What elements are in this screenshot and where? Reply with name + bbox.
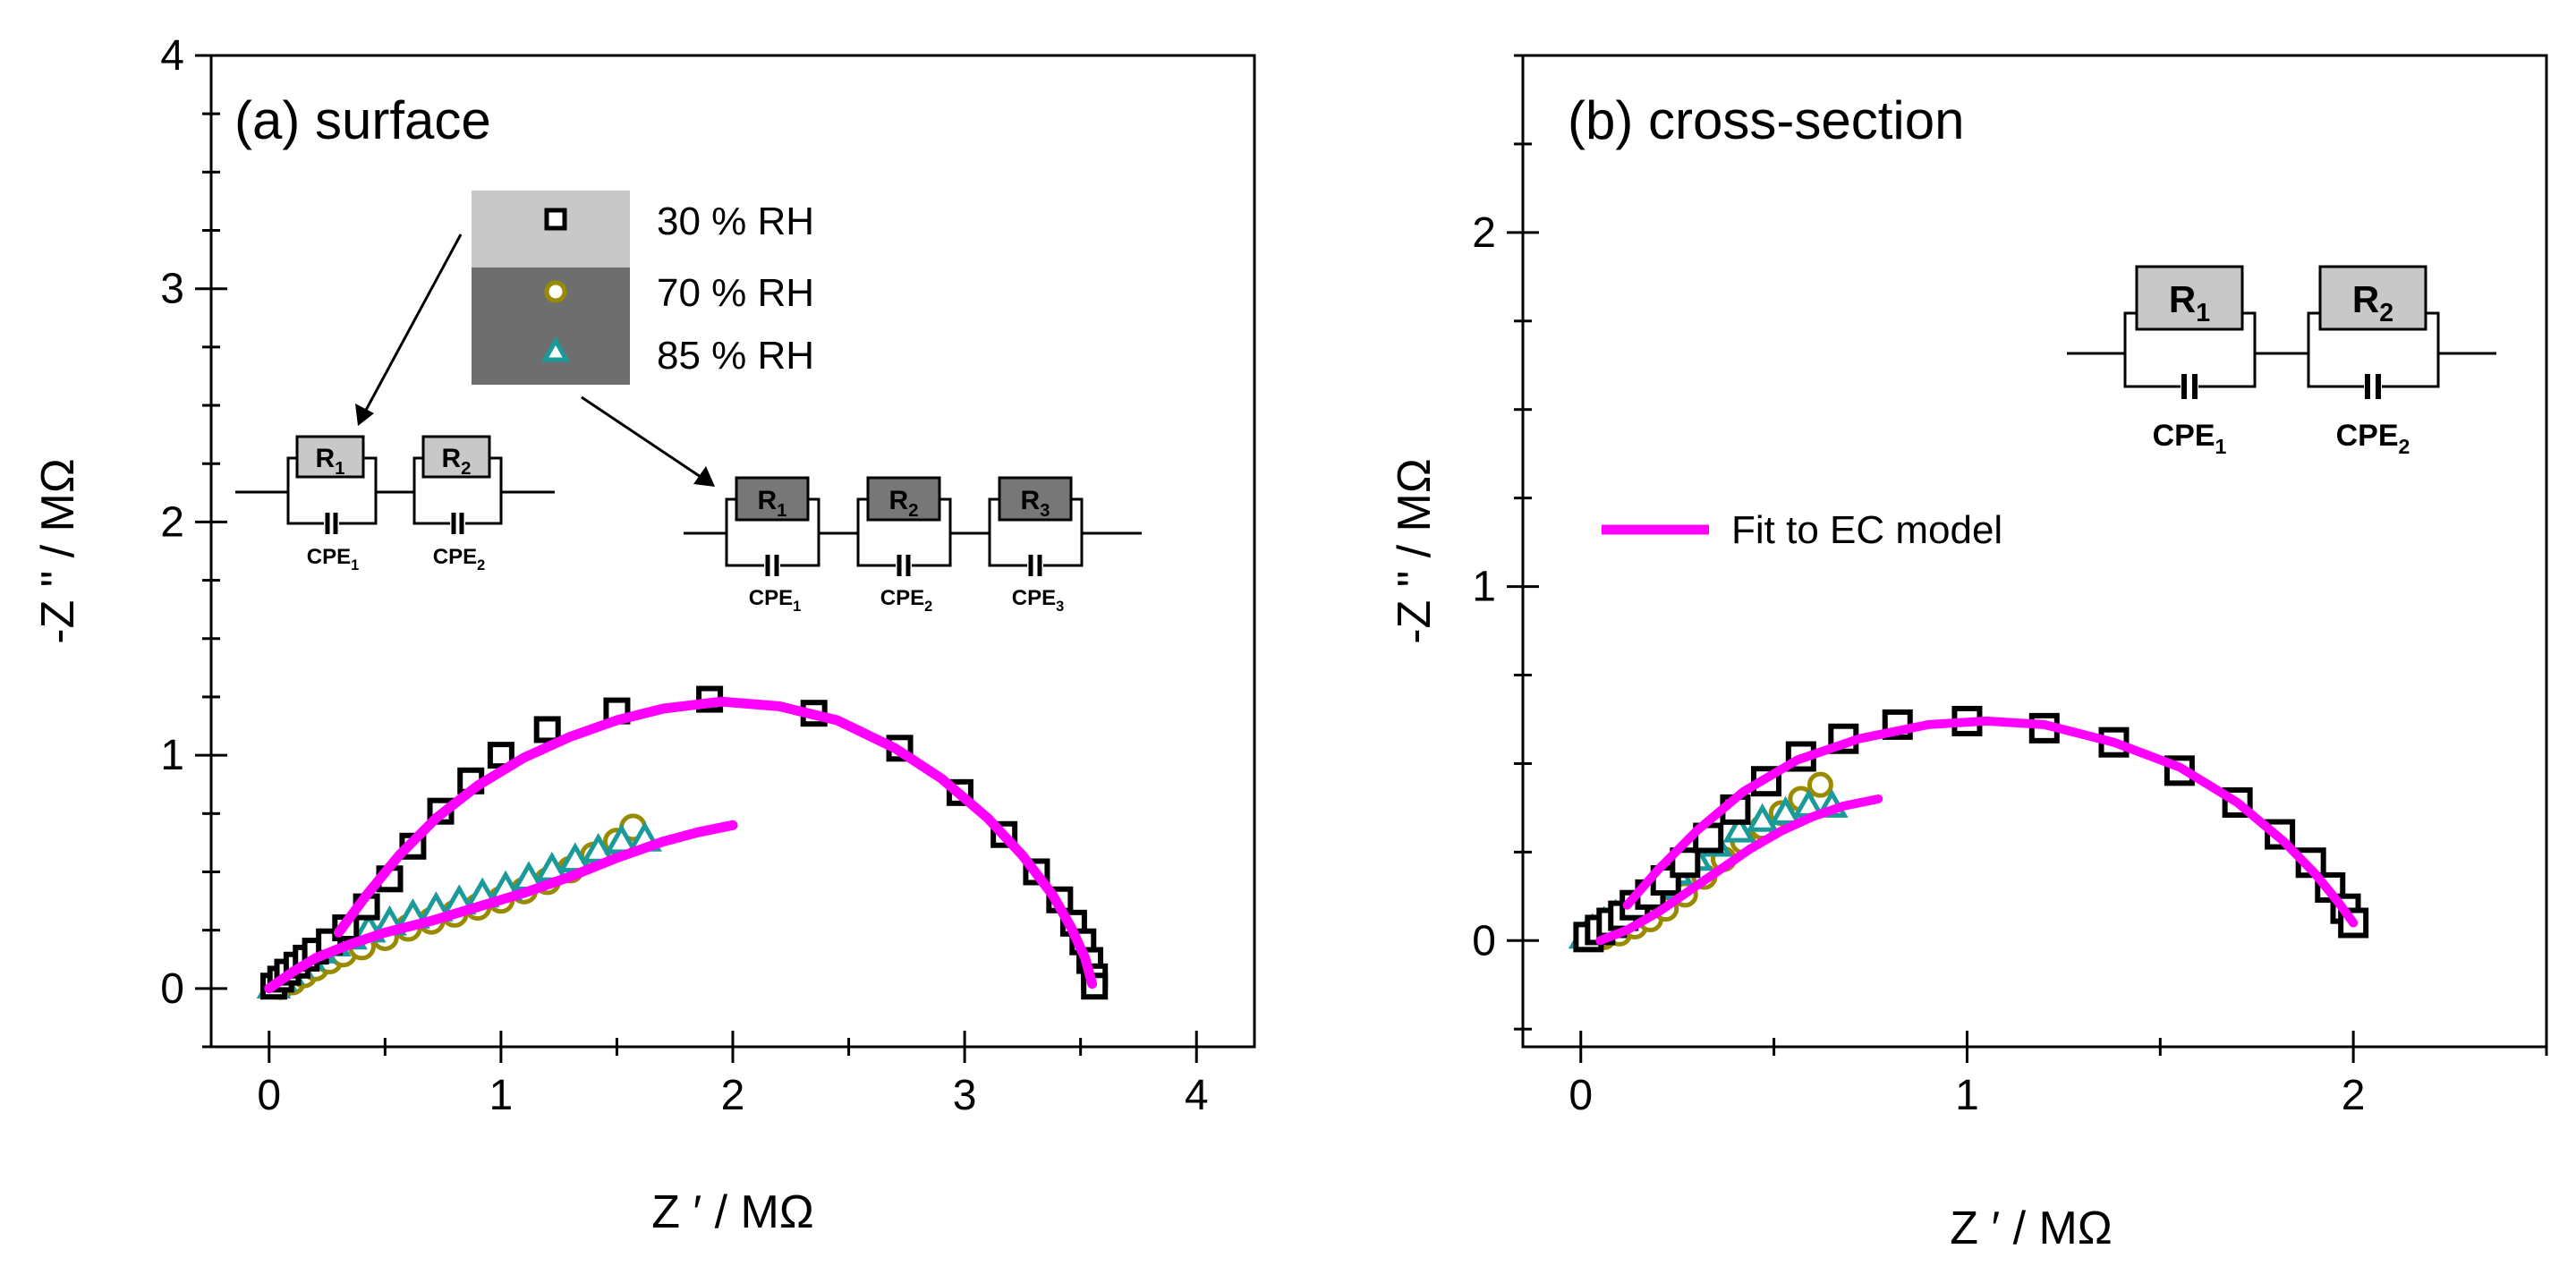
y-tick-label: 4	[160, 32, 184, 80]
circuit-panel-b: R1 R2 CPE1 CPE2	[2067, 265, 2496, 458]
panel-b-title: (b) cross-section	[1568, 90, 1964, 150]
panel-a-series	[256, 685, 1109, 1000]
circuit-2-r2-label: R2	[441, 444, 471, 479]
panel-a-ticks: 0 1 2 3 4 0 1 2 3 4	[160, 32, 1208, 1119]
arrows	[355, 234, 715, 487]
legend-label-rh70: 70 % RH	[657, 271, 814, 315]
x-tick-label: 3	[953, 1072, 977, 1119]
panel-a-title: (a) surface	[234, 90, 491, 150]
data-point-circle	[1807, 771, 1833, 798]
circuit-2-resistor-2	[421, 435, 491, 479]
y-tick-label: 0	[160, 965, 184, 1013]
panel-b-ticks: 0 1 2 0 1 2	[1472, 54, 2548, 1119]
arrow-head-right	[693, 466, 715, 487]
fit-line	[264, 820, 738, 994]
fit-legend-label: Fit to EC model	[1731, 508, 2002, 552]
x-tick-label: 2	[721, 1072, 745, 1119]
arrow-to-3-element-circuit	[581, 395, 704, 480]
data-point-triangle	[1722, 813, 1756, 843]
circuit-2-element: R1 R2 CPE1 CPE2	[235, 435, 555, 574]
circuit-3-r1-label: R1	[757, 486, 786, 521]
circuit-b-cpe2-label: CPE2	[2336, 419, 2410, 458]
y-tick-label: 2	[1472, 209, 1496, 257]
y-tick-label: 2	[160, 498, 184, 546]
series-fit-70-85-rh	[264, 820, 738, 994]
x-tick-label: 2	[2342, 1072, 2366, 1119]
circuit-3-resistor-2	[866, 476, 941, 522]
circuit-3-cpe1-label: CPE1	[749, 586, 801, 615]
panel-b-frame	[1521, 54, 2548, 1049]
series-fit-70-85-rh	[1595, 794, 1883, 946]
series-fit-30-rh	[1622, 716, 2359, 928]
arrow-head-left	[355, 404, 374, 426]
data-point-triangle	[1746, 803, 1779, 832]
circuit-b-resistor-1	[2135, 265, 2244, 331]
data-point-triangle	[1769, 795, 1802, 825]
panel-a-xlabel: Z ′ / MΩ	[651, 1186, 814, 1238]
circuit-3-element: R1 R2 R3 CPE1 CPE2 CPE3	[684, 476, 1142, 615]
panel-b-series	[1568, 705, 2369, 953]
panel-b-ylabel: -Z " / MΩ	[1389, 458, 1441, 644]
series-fit-30-rh	[334, 696, 1098, 990]
x-tick-label: 4	[1185, 1072, 1209, 1119]
y-tick-label: 0	[1472, 917, 1496, 964]
x-tick-label: 0	[257, 1072, 281, 1119]
fit-line	[334, 696, 1098, 990]
fit-line	[1595, 794, 1883, 946]
circuit-3-resistor-3	[998, 476, 1073, 522]
circuit-2-cpe1-label: CPE1	[307, 545, 359, 574]
fit-line	[1622, 716, 2359, 928]
y-tick-label: 1	[1472, 564, 1496, 611]
arrow-to-2-element-circuit	[362, 234, 463, 414]
circuit-3-cpe3-label: CPE3	[1012, 586, 1064, 615]
circuit-3-r2-label: R2	[888, 486, 918, 521]
legend-marker-rh85	[540, 336, 571, 362]
panel-a-surface: 0 1 2 3 4 0 1 2 3 4 (a) surface Z ′ / MΩ -Z " / M…	[32, 32, 1256, 1238]
panel-a-ylabel: -Z " / MΩ	[32, 458, 84, 644]
circuit-b-cpe1-label: CPE1	[2153, 419, 2227, 458]
legend-label-rh85: 85 % RH	[657, 334, 814, 378]
y-tick-label: 3	[160, 266, 184, 313]
circuit-b-r1-label: R1	[2169, 278, 2210, 327]
data-point-square	[533, 716, 561, 743]
legend-marker-rh70	[544, 280, 567, 303]
circuit-b-resistor-2	[2318, 265, 2427, 331]
legend-marker-rh30	[544, 208, 567, 231]
circuit-3-cpe2-label: CPE2	[880, 586, 932, 615]
circuit-2-r1-label: R1	[315, 444, 344, 479]
circuit-2-cpe2-label: CPE2	[433, 545, 485, 574]
circuit-2-resistor-1	[295, 435, 365, 479]
y-tick-label: 1	[160, 732, 184, 779]
legend: 30 % RH 70 % RH 85 % RH	[472, 191, 814, 385]
circuit-3-resistor-1	[735, 476, 810, 522]
x-tick-label: 1	[489, 1072, 514, 1119]
panel-b-xlabel: Z ′ / MΩ	[1950, 1202, 2113, 1254]
panel-b-cross-section: 0 1 2 0 1 2 (b) cross-section Z ′ / MΩ -Z " /…	[1389, 54, 2548, 1254]
circuit-b-r2-label: R2	[2352, 278, 2393, 327]
x-tick-label: 0	[1569, 1072, 1593, 1119]
series-30-rh	[259, 685, 1109, 1000]
x-tick-label: 1	[1955, 1072, 1979, 1119]
legend-label-rh30: 30 % RH	[657, 200, 814, 243]
circuit-3-r3-label: R3	[1020, 486, 1050, 521]
